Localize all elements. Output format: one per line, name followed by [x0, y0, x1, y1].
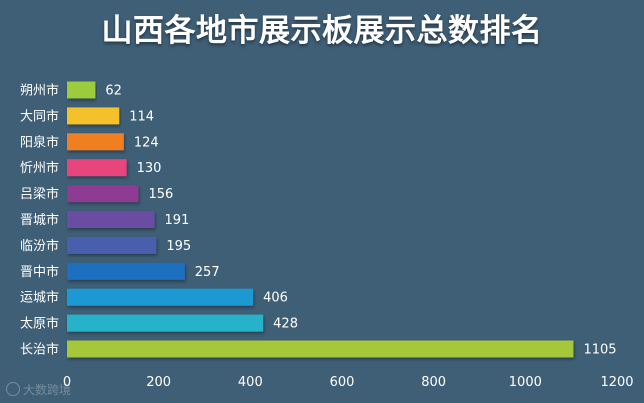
category-label: 晋城市: [20, 212, 59, 228]
chart-title: 山西各地市展示板展示总数排名: [101, 13, 543, 49]
bar: [67, 314, 264, 332]
category-label: 太原市: [20, 316, 59, 332]
category-label: 晋中市: [20, 264, 59, 280]
category-label: 运城市: [20, 290, 59, 306]
bar: [67, 133, 124, 151]
data-label: 156: [149, 187, 174, 202]
data-label: 406: [263, 291, 288, 306]
category-label: 忻州市: [20, 160, 59, 176]
x-tick-label: 800: [421, 375, 446, 390]
bar: [67, 107, 120, 125]
bars-layer: [67, 81, 574, 358]
bar: [67, 288, 254, 306]
data-label: 195: [166, 239, 191, 254]
bar: [67, 262, 185, 280]
bar: [67, 340, 574, 358]
x-tick-label: 600: [330, 375, 355, 390]
data-label: 1105: [583, 343, 616, 358]
data-label: 257: [195, 265, 220, 280]
logo-icon: [6, 382, 20, 396]
category-label: 临汾市: [20, 238, 59, 254]
data-label: 124: [134, 135, 159, 150]
category-label: 长治市: [20, 342, 59, 358]
bar: [67, 81, 96, 99]
bar: [67, 185, 139, 203]
data-label: 62: [105, 84, 122, 99]
category-label: 吕梁市: [20, 186, 59, 202]
x-tick-label: 200: [146, 375, 171, 390]
x-tick-label: 1200: [600, 375, 633, 390]
x-tick-label: 0: [63, 375, 71, 390]
category-label: 朔州市: [20, 83, 59, 99]
bar: [67, 159, 127, 177]
watermark: 大数跨境: [6, 381, 71, 398]
data-label: 191: [165, 213, 190, 228]
x-tick-label: 1000: [509, 375, 542, 390]
x-axis: 0 200 400 600 800 1000 1200: [63, 375, 634, 390]
bar: [67, 236, 157, 254]
labels-layer: 朔州市 62 大同市 114 阳泉市 124 忻州市 130 吕梁市 156 晋城市 191 临汾市 19…: [20, 83, 617, 358]
category-label: 大同市: [20, 108, 59, 124]
bar: [67, 211, 155, 228]
data-label: 428: [273, 317, 298, 332]
data-label: 130: [137, 161, 162, 176]
watermark-text: 大数跨境: [23, 383, 72, 397]
data-label: 114: [129, 109, 154, 124]
category-label: 阳泉市: [20, 134, 59, 150]
x-tick-label: 400: [238, 375, 263, 390]
